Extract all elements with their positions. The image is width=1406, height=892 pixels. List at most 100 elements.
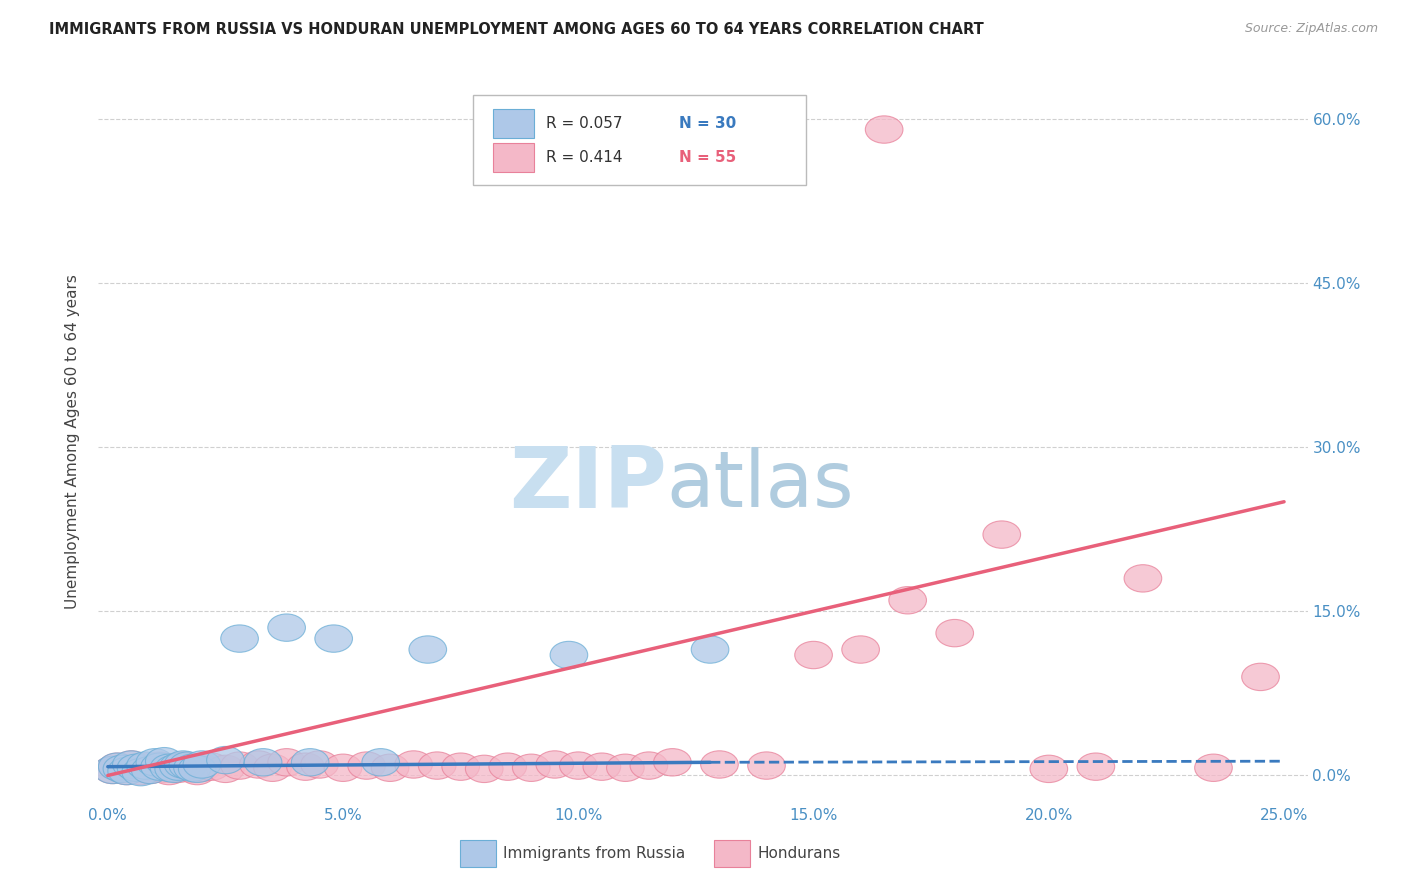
Ellipse shape	[842, 636, 879, 664]
Ellipse shape	[441, 753, 479, 780]
Ellipse shape	[315, 625, 353, 652]
Ellipse shape	[122, 758, 160, 786]
Ellipse shape	[141, 752, 179, 780]
Ellipse shape	[131, 756, 169, 784]
Ellipse shape	[550, 641, 588, 669]
Ellipse shape	[179, 757, 217, 785]
Ellipse shape	[361, 748, 399, 776]
Text: IMMIGRANTS FROM RUSSIA VS HONDURAN UNEMPLOYMENT AMONG AGES 60 TO 64 YEARS CORREL: IMMIGRANTS FROM RUSSIA VS HONDURAN UNEMP…	[49, 22, 984, 37]
Ellipse shape	[117, 754, 155, 781]
Ellipse shape	[865, 116, 903, 144]
Ellipse shape	[630, 752, 668, 780]
Ellipse shape	[136, 748, 174, 776]
Ellipse shape	[583, 753, 620, 780]
Ellipse shape	[179, 756, 217, 782]
Ellipse shape	[112, 751, 150, 778]
Ellipse shape	[1195, 754, 1232, 781]
Ellipse shape	[127, 752, 165, 780]
Ellipse shape	[103, 756, 141, 782]
Ellipse shape	[150, 757, 188, 785]
Ellipse shape	[1031, 756, 1067, 782]
Ellipse shape	[145, 756, 183, 782]
Ellipse shape	[169, 752, 207, 780]
Y-axis label: Unemployment Among Ages 60 to 64 years: Unemployment Among Ages 60 to 64 years	[65, 274, 80, 609]
Ellipse shape	[94, 756, 131, 784]
Ellipse shape	[127, 753, 165, 780]
Ellipse shape	[692, 636, 728, 664]
Ellipse shape	[291, 748, 329, 776]
Ellipse shape	[301, 751, 339, 778]
Ellipse shape	[94, 756, 131, 784]
Ellipse shape	[889, 587, 927, 614]
Ellipse shape	[395, 751, 433, 778]
Ellipse shape	[145, 747, 183, 775]
Text: atlas: atlas	[666, 447, 855, 523]
Ellipse shape	[207, 747, 245, 773]
Ellipse shape	[221, 625, 259, 652]
Ellipse shape	[267, 614, 305, 641]
Ellipse shape	[193, 753, 231, 780]
Ellipse shape	[371, 754, 409, 781]
Text: Source: ZipAtlas.com: Source: ZipAtlas.com	[1244, 22, 1378, 36]
Ellipse shape	[98, 753, 136, 780]
Ellipse shape	[165, 751, 202, 778]
Ellipse shape	[183, 754, 221, 781]
Text: N = 55: N = 55	[679, 150, 737, 165]
Ellipse shape	[165, 752, 202, 780]
FancyBboxPatch shape	[460, 839, 496, 867]
Ellipse shape	[155, 754, 193, 781]
Ellipse shape	[131, 756, 169, 784]
Ellipse shape	[267, 748, 305, 776]
Text: N = 30: N = 30	[679, 116, 737, 131]
Ellipse shape	[221, 752, 259, 780]
Ellipse shape	[347, 752, 385, 780]
Text: ZIP: ZIP	[509, 443, 666, 526]
Text: R = 0.057: R = 0.057	[546, 116, 623, 131]
Ellipse shape	[160, 753, 197, 780]
FancyBboxPatch shape	[492, 143, 534, 172]
Ellipse shape	[983, 521, 1021, 549]
Ellipse shape	[117, 756, 155, 782]
Text: Immigrants from Russia: Immigrants from Russia	[503, 846, 686, 861]
Ellipse shape	[160, 756, 197, 782]
Ellipse shape	[103, 756, 141, 782]
Ellipse shape	[253, 754, 291, 781]
Ellipse shape	[136, 754, 174, 781]
Ellipse shape	[700, 751, 738, 778]
Ellipse shape	[98, 753, 136, 780]
Ellipse shape	[654, 748, 692, 776]
Text: R = 0.414: R = 0.414	[546, 150, 623, 165]
Ellipse shape	[183, 751, 221, 778]
Ellipse shape	[112, 751, 150, 778]
FancyBboxPatch shape	[474, 95, 806, 185]
Text: Hondurans: Hondurans	[758, 846, 841, 861]
Ellipse shape	[536, 751, 574, 778]
Ellipse shape	[1123, 565, 1161, 592]
Ellipse shape	[245, 748, 283, 776]
Ellipse shape	[1241, 664, 1279, 690]
Ellipse shape	[794, 641, 832, 669]
Ellipse shape	[489, 753, 527, 780]
Ellipse shape	[150, 754, 188, 781]
Ellipse shape	[1077, 753, 1115, 780]
Ellipse shape	[141, 753, 179, 780]
FancyBboxPatch shape	[492, 109, 534, 138]
Ellipse shape	[409, 636, 447, 664]
Ellipse shape	[174, 754, 211, 781]
Ellipse shape	[122, 757, 160, 785]
Ellipse shape	[174, 756, 211, 782]
Ellipse shape	[287, 753, 325, 780]
Ellipse shape	[108, 757, 145, 785]
Ellipse shape	[155, 756, 193, 782]
FancyBboxPatch shape	[714, 839, 751, 867]
Ellipse shape	[325, 754, 361, 781]
Ellipse shape	[465, 756, 503, 782]
Ellipse shape	[108, 757, 145, 785]
Ellipse shape	[239, 751, 277, 778]
Ellipse shape	[169, 753, 207, 780]
Ellipse shape	[419, 752, 456, 780]
Ellipse shape	[207, 756, 245, 782]
Ellipse shape	[748, 752, 786, 780]
Ellipse shape	[606, 754, 644, 781]
Ellipse shape	[512, 754, 550, 781]
